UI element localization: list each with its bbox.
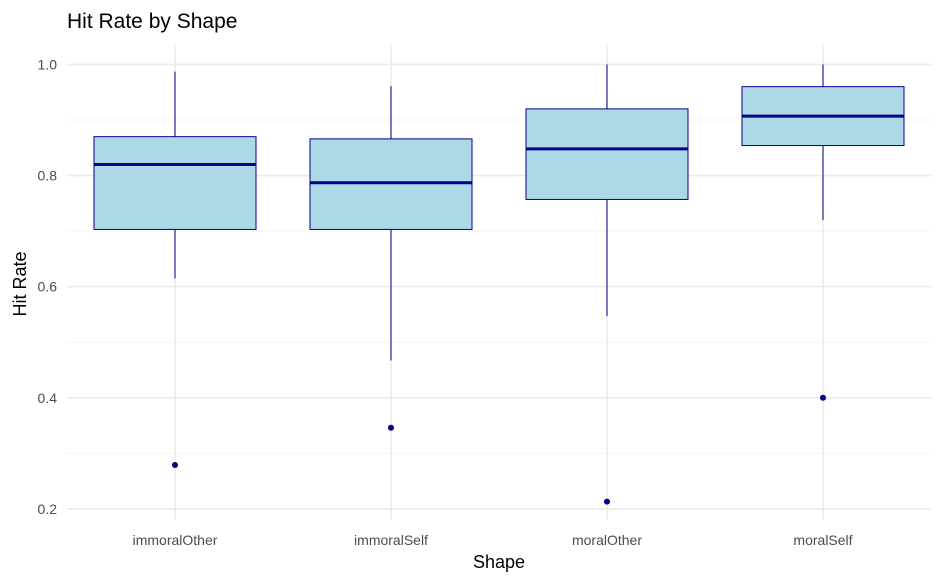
y-tick-label: 0.2 [38,501,58,517]
boxes [93,64,905,505]
box-rect [93,136,257,230]
y-axis-ticks: 0.2 0.4 0.6 0.8 1.0 [38,56,58,516]
chart-title: Hit Rate by Shape [67,10,237,33]
x-tick-label: moralOther [572,532,642,548]
y-tick-label: 0.6 [38,279,58,295]
box-immoralSelf [309,86,473,431]
y-tick-label: 1.0 [38,56,58,72]
y-tick-label: 0.8 [38,168,58,184]
box-rect [525,108,689,200]
box-moralSelf [741,64,905,401]
outlier-point [388,424,394,431]
x-axis-ticks: immoralOther immoralSelf moralOther moralSe… [133,532,853,548]
outlier-point [820,394,826,401]
outlier-point [172,462,178,468]
y-tick-label: 0.4 [38,390,58,406]
x-tick-label: immoralSelf [354,532,428,548]
box-immoralOther [93,71,257,468]
x-tick-label: immoralOther [133,532,218,548]
box-moralOther [525,64,689,505]
outlier-point [604,498,610,505]
x-axis-title: Shape [473,552,525,572]
x-tick-label: moralSelf [793,532,852,548]
y-axis-title: Hit Rate [10,251,30,316]
